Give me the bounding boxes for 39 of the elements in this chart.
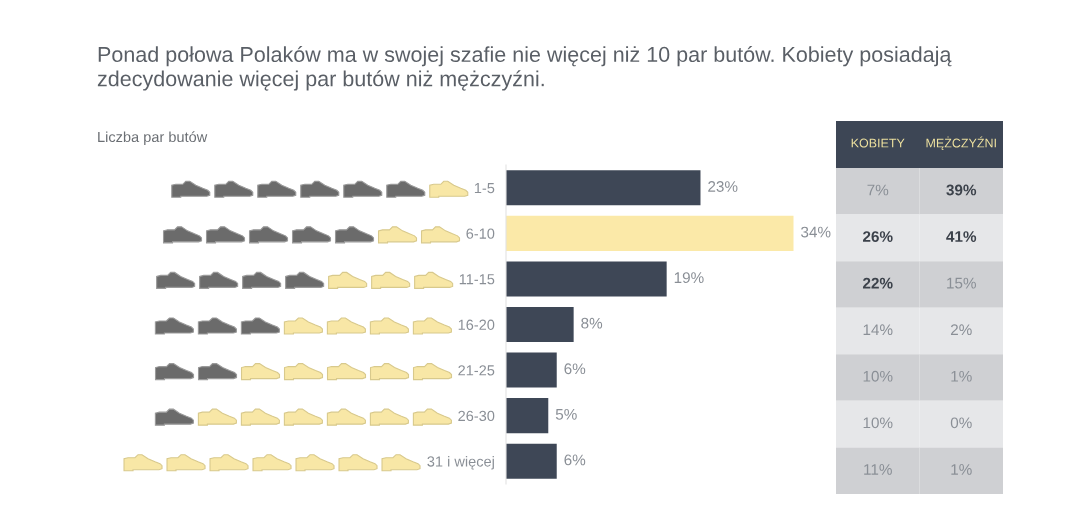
data-label: 6% bbox=[564, 363, 586, 375]
bar bbox=[506, 170, 701, 206]
y-tick-label: 21-25 bbox=[458, 365, 495, 376]
data-label: 14% bbox=[863, 324, 893, 336]
data-label: 26% bbox=[862, 231, 893, 242]
data-label: 34% bbox=[801, 226, 831, 238]
bar bbox=[506, 398, 549, 434]
y-tick-label: 6-10 bbox=[466, 228, 495, 239]
data-label: 5% bbox=[555, 408, 577, 420]
x-tick-label: MĘŻCZYŹNI bbox=[926, 136, 996, 150]
bar bbox=[506, 261, 667, 297]
bar bbox=[506, 306, 574, 343]
data-label: 1% bbox=[951, 464, 972, 475]
data-label: 10% bbox=[863, 417, 893, 429]
data-label: 2% bbox=[950, 324, 972, 336]
y-tick-label: 26-30 bbox=[458, 410, 495, 422]
bar bbox=[506, 443, 557, 479]
data-label: 39% bbox=[946, 184, 977, 196]
y-axis-title: Liczba par butów bbox=[98, 131, 208, 145]
bar bbox=[506, 352, 557, 388]
data-label: 22% bbox=[862, 277, 893, 289]
data-label: 19% bbox=[674, 272, 704, 284]
y-tick-label: 16-20 bbox=[458, 319, 495, 330]
data-label: 1% bbox=[951, 370, 972, 382]
y-tick-label: 11-15 bbox=[459, 274, 495, 285]
data-label: 6% bbox=[564, 454, 586, 466]
y-tick-label: 1-5 bbox=[474, 183, 495, 194]
x-tick-label: KOBIETY bbox=[851, 138, 905, 148]
data-label: 15% bbox=[947, 277, 976, 289]
bar bbox=[506, 215, 794, 251]
chart-title: Ponad połowa Polaków ma w swojej szafie nie więcej niż 10 par butów. Kobiety posiadają zdecydowanie więcej par butów niż mężczyźni. bbox=[97, 46, 952, 91]
data-label: 10% bbox=[863, 370, 893, 382]
data-label: 11% bbox=[864, 464, 892, 475]
data-label: 23% bbox=[708, 181, 738, 192]
data-label: 8% bbox=[581, 317, 603, 329]
data-label: 41% bbox=[946, 231, 977, 242]
y-tick-label: 31 i więcej bbox=[427, 455, 494, 470]
data-label: 0% bbox=[950, 417, 972, 429]
data-label: 7% bbox=[867, 184, 889, 196]
